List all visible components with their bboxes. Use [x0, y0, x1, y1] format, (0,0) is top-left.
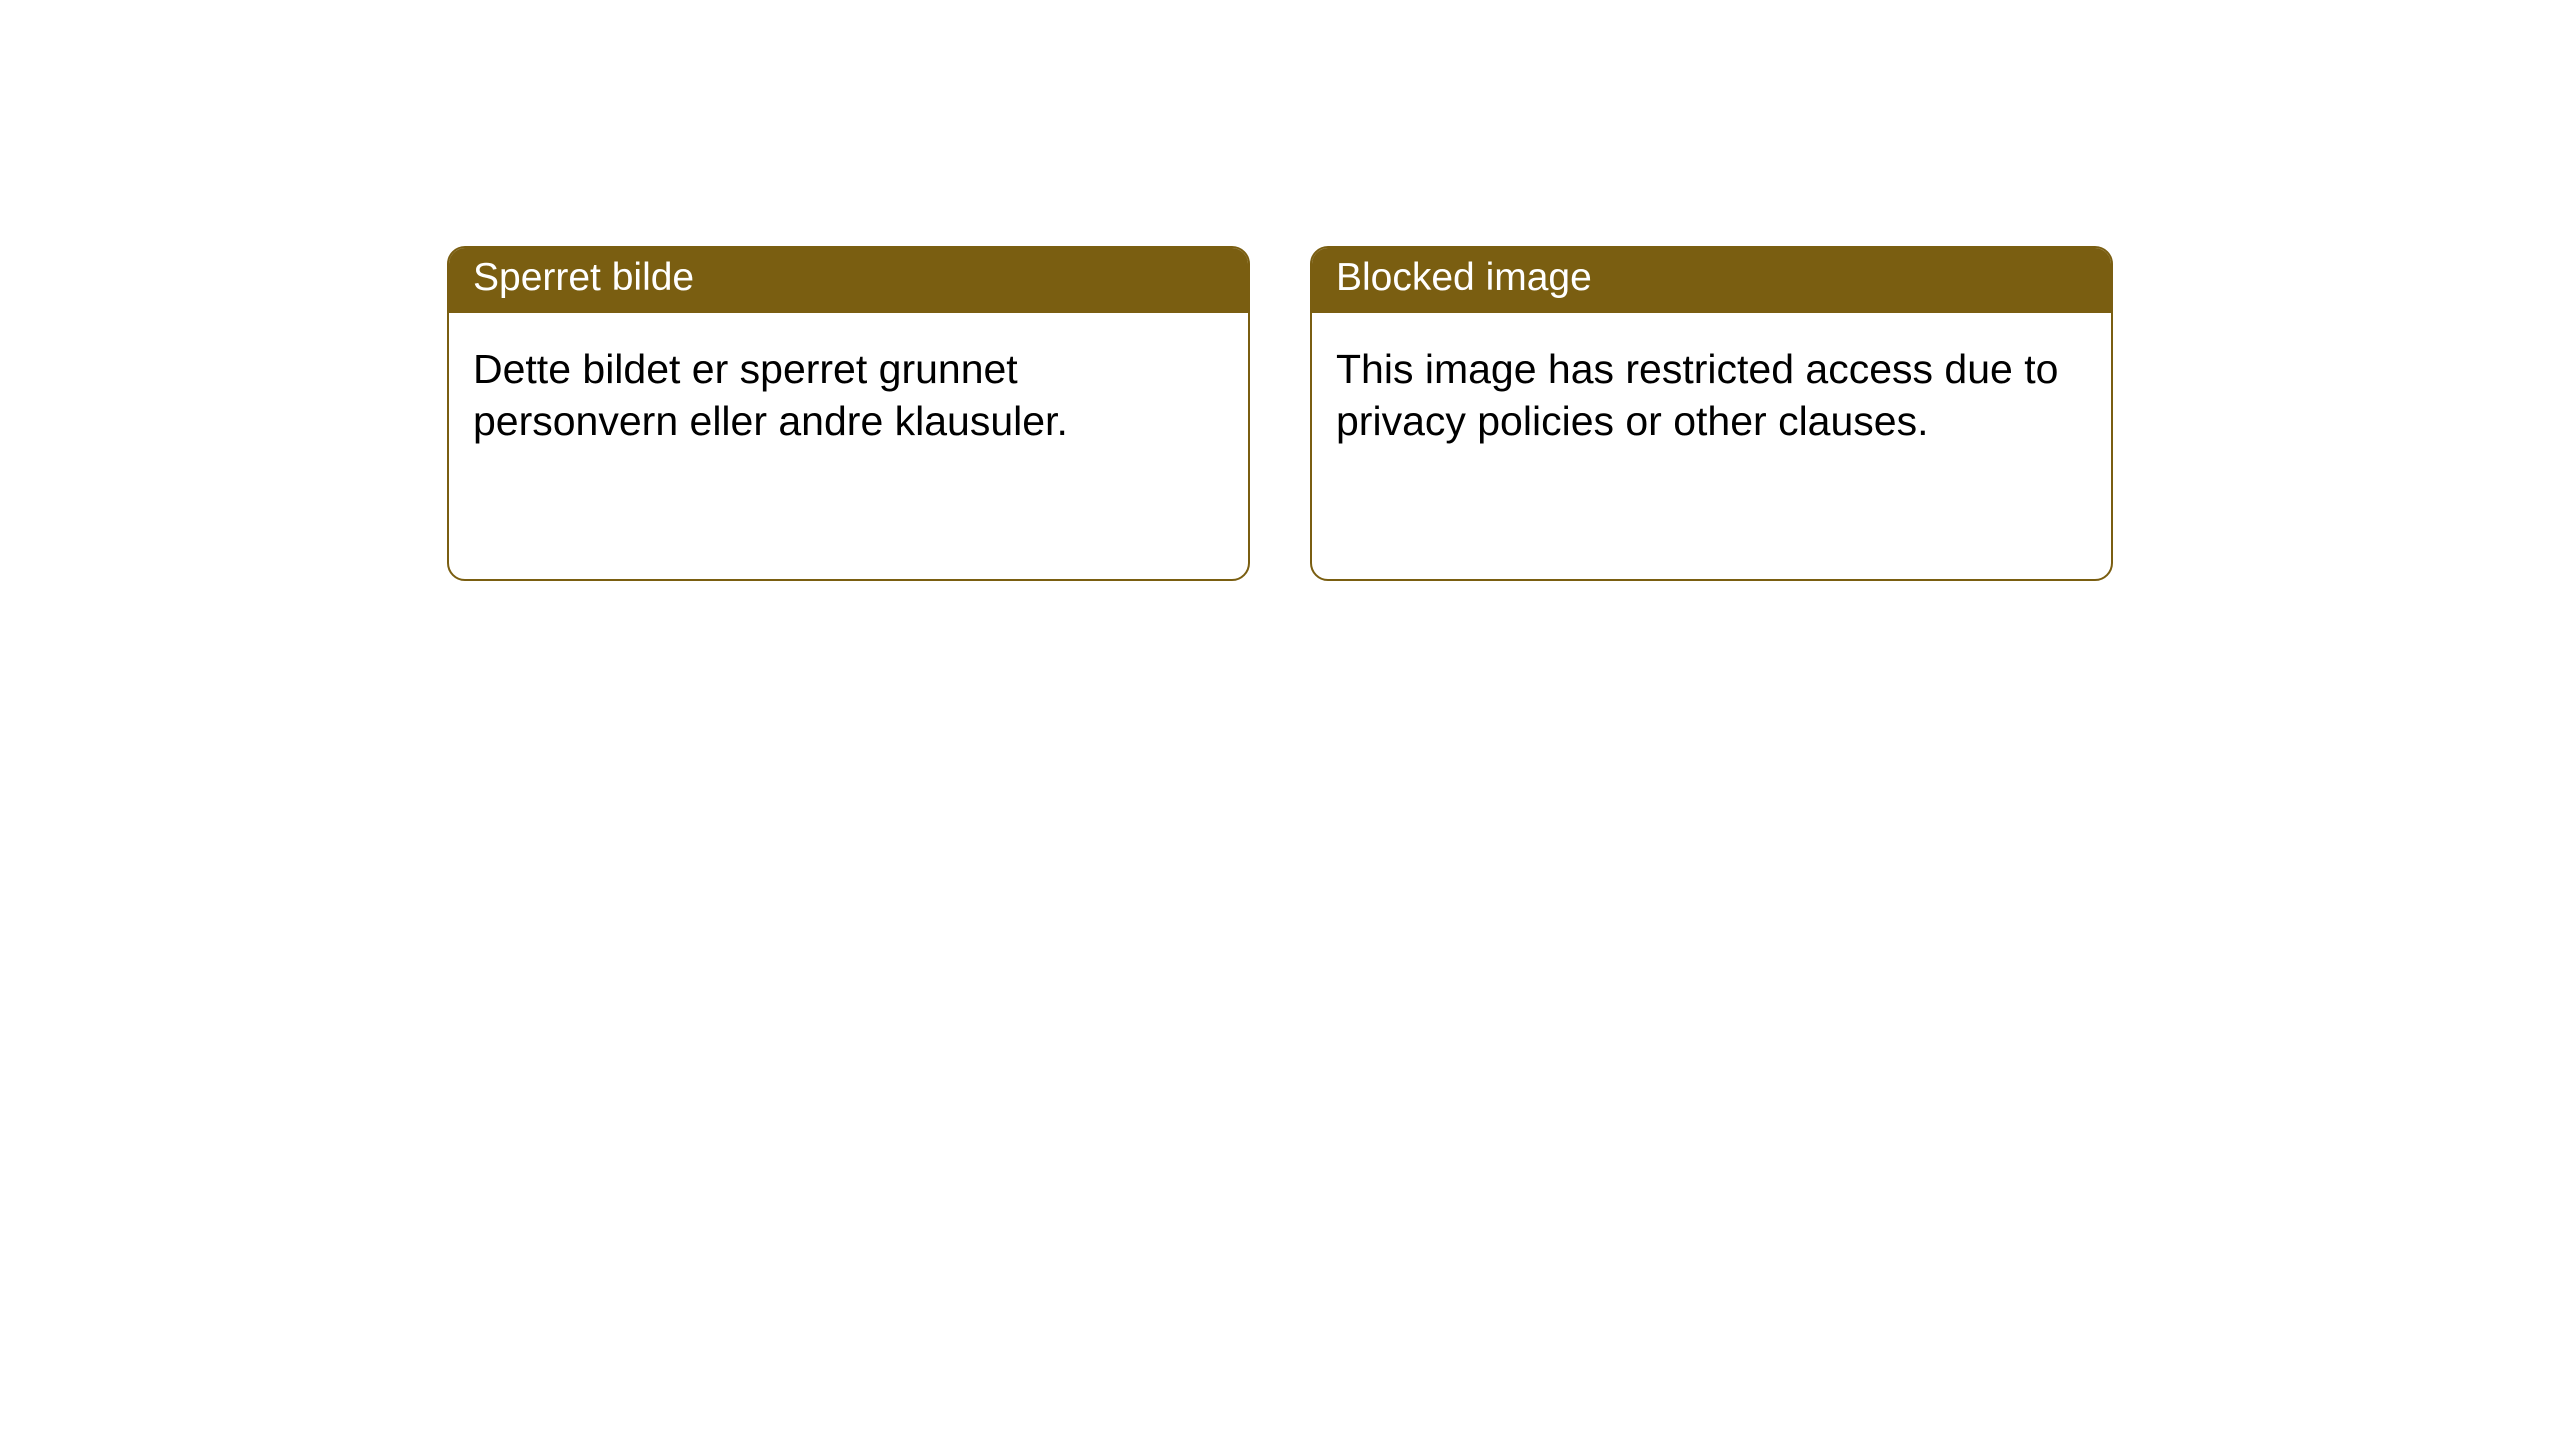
- blocked-image-card-en: Blocked image This image has restricted …: [1310, 246, 2113, 581]
- card-title-en: Blocked image: [1312, 248, 2111, 313]
- card-body-en: This image has restricted access due to …: [1312, 313, 2111, 477]
- cards-container: Sperret bilde Dette bildet er sperret gr…: [0, 0, 2560, 581]
- blocked-image-card-no: Sperret bilde Dette bildet er sperret gr…: [447, 246, 1250, 581]
- card-body-no: Dette bildet er sperret grunnet personve…: [449, 313, 1248, 477]
- card-title-no: Sperret bilde: [449, 248, 1248, 313]
